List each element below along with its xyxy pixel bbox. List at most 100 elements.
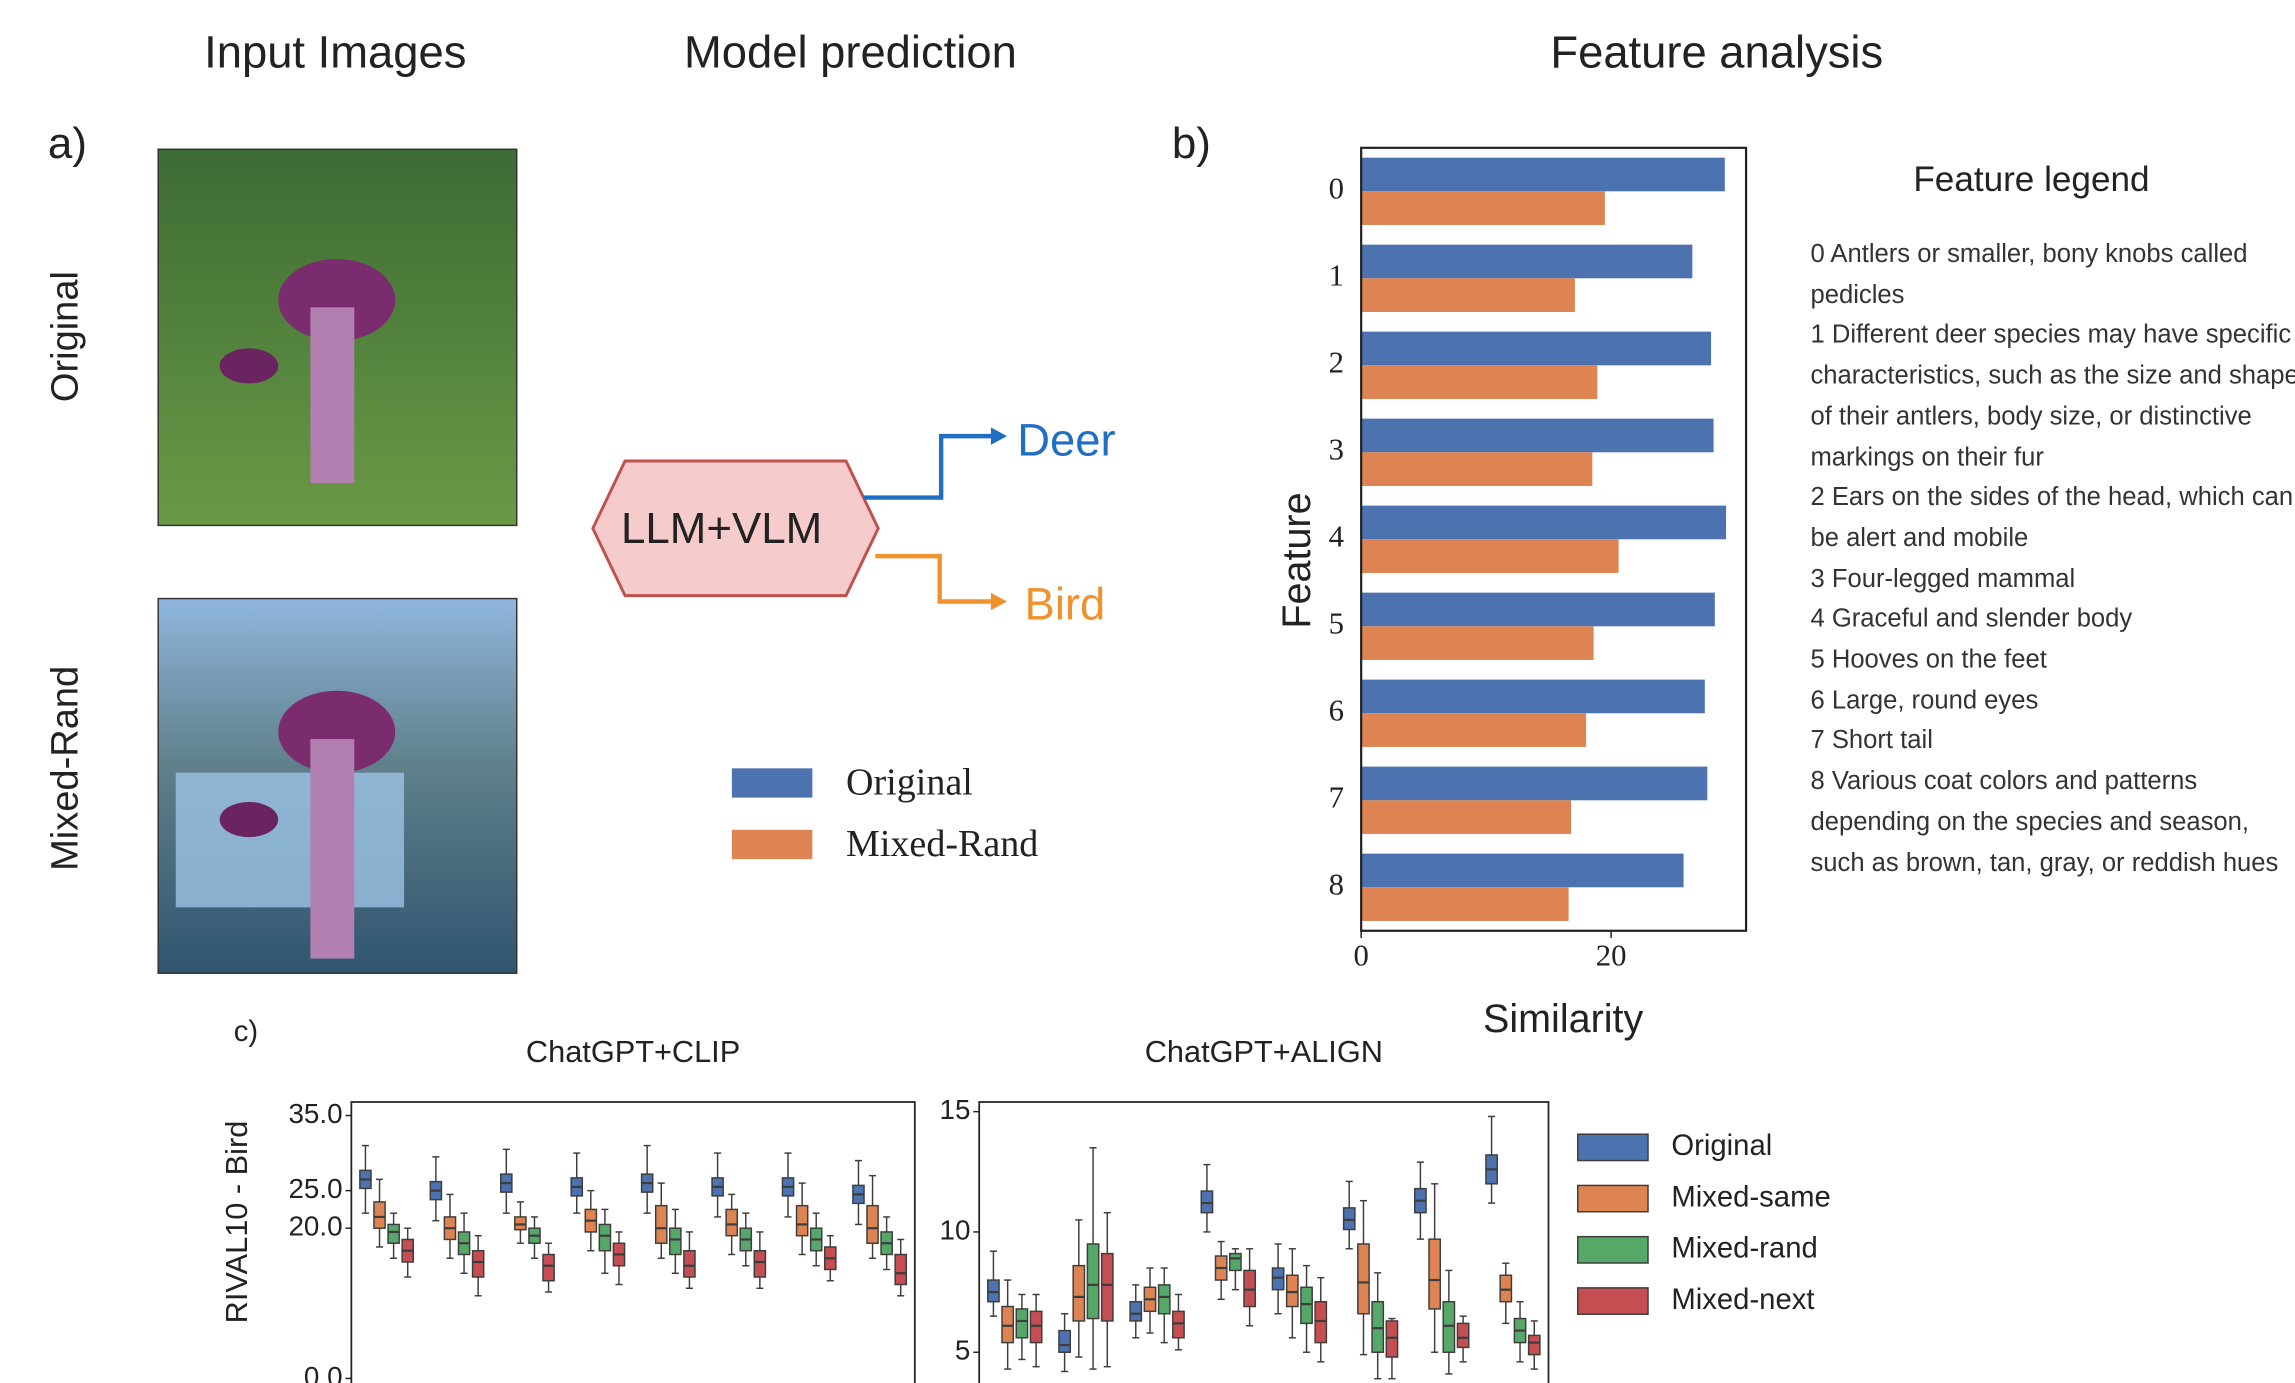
box-body — [1230, 1254, 1241, 1271]
legend-swatch — [732, 830, 812, 859]
box-body — [388, 1224, 399, 1243]
bar — [1361, 419, 1713, 453]
x-axis-label: Similarity — [1483, 997, 1643, 1041]
box — [501, 1149, 512, 1213]
box — [543, 1243, 554, 1292]
box-body — [1002, 1307, 1013, 1343]
legend-label: Original — [1671, 1130, 1772, 1162]
box — [1215, 1242, 1226, 1300]
box-body — [895, 1254, 906, 1284]
legend-swatch — [1578, 1288, 1648, 1314]
box-body — [1059, 1331, 1070, 1353]
box — [1016, 1294, 1027, 1359]
box-body — [726, 1209, 737, 1235]
box — [444, 1194, 455, 1258]
feature-item: 1 Different deer species may have specif… — [1810, 315, 2295, 477]
box-body — [656, 1206, 667, 1244]
box — [1073, 1220, 1084, 1357]
bar — [1361, 887, 1568, 921]
box — [613, 1232, 624, 1285]
prediction: Bird — [1025, 578, 1106, 629]
box — [642, 1146, 653, 1214]
legend-label: Mixed-rand — [1671, 1233, 1817, 1265]
box — [1230, 1249, 1241, 1290]
feature-item: 0 Antlers or smaller, bony knobs called … — [1810, 234, 2295, 315]
header-text: Input Images — [204, 27, 466, 78]
box-body — [1130, 1302, 1141, 1321]
box — [1529, 1321, 1540, 1369]
box — [1130, 1285, 1141, 1338]
bar — [1361, 854, 1683, 888]
box-body — [684, 1251, 695, 1277]
box — [430, 1157, 441, 1221]
box — [571, 1153, 582, 1213]
box — [1287, 1249, 1298, 1338]
arrow — [875, 556, 995, 601]
box-body — [1201, 1191, 1212, 1213]
box — [1358, 1201, 1369, 1355]
box — [374, 1179, 385, 1247]
box — [684, 1232, 695, 1288]
box-body — [754, 1251, 765, 1277]
box — [1301, 1266, 1312, 1353]
box — [853, 1161, 864, 1225]
box — [797, 1183, 808, 1254]
chart-title: ChatGPT+CLIP — [526, 1034, 740, 1069]
box-body — [599, 1224, 610, 1250]
box — [740, 1213, 751, 1266]
box — [1059, 1314, 1070, 1372]
box-body — [1443, 1302, 1454, 1353]
box — [360, 1146, 371, 1214]
arrow-head — [991, 593, 1007, 611]
panel-label: c) — [234, 1016, 258, 1048]
feature-item: 5 Hooves on the feet — [1810, 640, 2295, 681]
box-body — [1272, 1268, 1283, 1290]
panel-label: a) — [48, 119, 87, 168]
arrow — [864, 436, 996, 497]
y-tick-label: 35.0 — [288, 1098, 342, 1129]
box-body — [1372, 1302, 1383, 1353]
box-body — [867, 1206, 878, 1244]
chart-title: ChatGPT+ALIGN — [1145, 1034, 1383, 1069]
box-body — [1301, 1287, 1312, 1323]
box — [1514, 1302, 1525, 1362]
bar — [1361, 452, 1592, 486]
legend-label: Mixed-next — [1671, 1284, 1814, 1316]
figure: Input Images Model prediction Feature an… — [0, 0, 2295, 1383]
box — [1201, 1165, 1212, 1232]
box — [1173, 1294, 1184, 1349]
y-tick-label: 5 — [1329, 606, 1344, 640]
box — [712, 1153, 723, 1217]
legend-swatch — [732, 768, 812, 797]
box-body — [374, 1202, 385, 1228]
bar — [1361, 713, 1586, 747]
box — [881, 1217, 892, 1270]
box — [1144, 1268, 1155, 1333]
model-label: LLM+VLM — [621, 504, 822, 553]
box — [1030, 1294, 1041, 1366]
bar — [1361, 506, 1726, 540]
panel-label: b) — [1172, 119, 1211, 168]
box — [670, 1209, 681, 1273]
box — [1386, 1319, 1397, 1379]
prediction: Deer — [1017, 414, 1115, 465]
bar — [1361, 158, 1725, 192]
bar — [1361, 626, 1593, 660]
legend-label: Mixed-same — [1671, 1181, 1830, 1213]
feature-legend: 0 Antlers or smaller, bony knobs called … — [1810, 234, 2295, 936]
y-axis-label: RIVAL10 - Bird — [219, 1121, 254, 1324]
y-axis-label: Feature — [1275, 492, 1319, 628]
y-tick-label: 3 — [1329, 432, 1344, 466]
box — [726, 1194, 737, 1254]
box — [782, 1153, 793, 1217]
box — [473, 1236, 484, 1296]
feature-item: 7 Short tail — [1810, 721, 2295, 762]
box-body — [1344, 1208, 1355, 1230]
feature-item: 2 Ears on the sides of the head, which c… — [1810, 477, 2295, 558]
legend-title: Feature legend — [1913, 160, 2149, 199]
feature-item: 6 Large, round eyes — [1810, 680, 2295, 721]
box — [895, 1239, 906, 1295]
image-original — [158, 149, 517, 525]
legend-swatch — [1578, 1185, 1648, 1211]
y-tick-label: 7 — [1329, 780, 1344, 814]
